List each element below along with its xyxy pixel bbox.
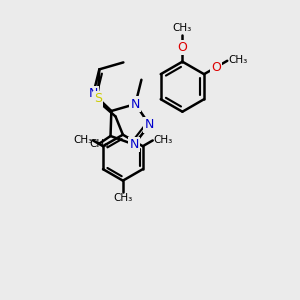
- Text: O: O: [178, 41, 187, 54]
- Text: S: S: [94, 92, 102, 105]
- Text: CH₃: CH₃: [73, 135, 92, 145]
- Text: CH₃: CH₃: [89, 139, 108, 149]
- Text: CH₃: CH₃: [154, 135, 173, 145]
- Text: N: N: [131, 98, 140, 110]
- Text: N: N: [145, 118, 154, 131]
- Text: CH₃: CH₃: [229, 55, 248, 65]
- Text: O: O: [212, 61, 221, 74]
- Text: CH₃: CH₃: [113, 193, 133, 203]
- Text: CH₃: CH₃: [173, 23, 192, 33]
- Text: N: N: [88, 87, 98, 100]
- Text: N: N: [129, 138, 139, 151]
